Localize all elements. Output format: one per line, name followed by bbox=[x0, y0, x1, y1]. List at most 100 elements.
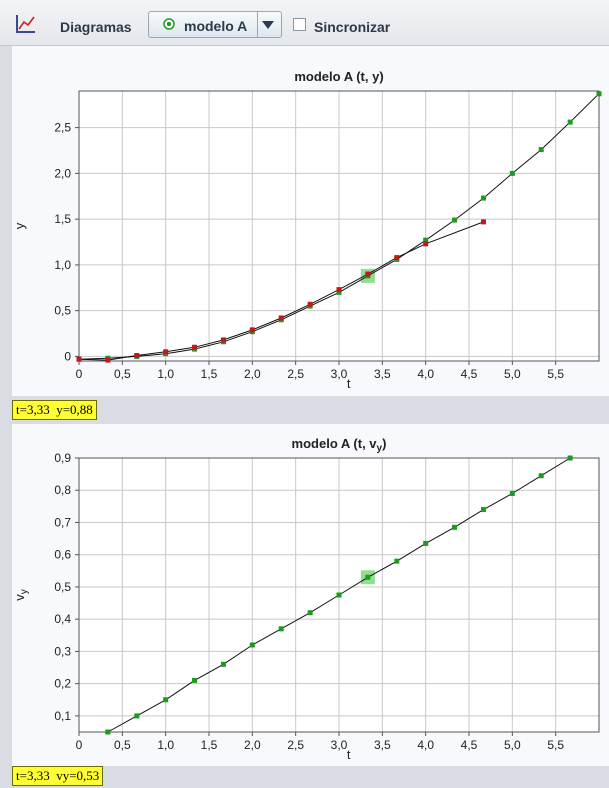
data-point bbox=[192, 344, 198, 350]
model-point bbox=[220, 661, 226, 667]
chart-title-suffix: ) bbox=[382, 436, 386, 451]
data-series-line bbox=[78, 221, 484, 361]
sync-checkbox[interactable] bbox=[293, 18, 306, 31]
chart-title: modelo A (t, y) bbox=[294, 69, 383, 84]
model-point bbox=[336, 592, 342, 598]
x-tick-label: 3,0 bbox=[331, 367, 348, 381]
data-point bbox=[220, 337, 226, 343]
data-point bbox=[336, 287, 342, 293]
x-tick-label: 5,0 bbox=[504, 738, 521, 752]
y-tick-label: 0,1 bbox=[54, 709, 71, 723]
y-tick-label: 2,0 bbox=[54, 166, 71, 180]
chart-title-main: modelo A (t, y) bbox=[294, 69, 383, 84]
x-tick-label: 1,5 bbox=[201, 367, 218, 381]
model-point bbox=[105, 729, 111, 735]
y-tick-label: 1,0 bbox=[54, 258, 71, 272]
x-tick-label: 4,0 bbox=[417, 738, 434, 752]
x-tick-label: 2,0 bbox=[244, 738, 261, 752]
x-axis-label: t bbox=[347, 747, 351, 762]
x-tick-label: 3,5 bbox=[374, 367, 391, 381]
data-point bbox=[307, 301, 313, 307]
chart-title-subscript: y bbox=[377, 443, 383, 454]
data-point bbox=[163, 349, 169, 355]
y-axis-label-main: y bbox=[12, 222, 27, 229]
y-axis-label: y bbox=[12, 222, 27, 229]
x-tick-label: 1,0 bbox=[157, 738, 174, 752]
x-tick-label: 5,5 bbox=[547, 738, 564, 752]
model-point bbox=[509, 170, 515, 176]
chart-panel-y: 0 0,5 1,0 1,5 2,0 2,5 3,0 3,5 4,0 4,5 5,0 5,5 0 0,5 1,… bbox=[12, 46, 609, 426]
x-tick-label: 2,0 bbox=[244, 367, 261, 381]
y-tick-label: 0,9 bbox=[54, 451, 71, 465]
y-tick-label: 1,5 bbox=[54, 212, 71, 226]
chart-axes-icon[interactable] bbox=[14, 13, 36, 35]
y-tick-label: 0,7 bbox=[54, 515, 71, 529]
model-point bbox=[192, 677, 198, 683]
x-tick-label: 3,0 bbox=[331, 738, 348, 752]
chart-readout-vy: t=3,33 vy=0,53 bbox=[12, 766, 104, 786]
model-point bbox=[538, 147, 544, 153]
model-point bbox=[509, 490, 515, 496]
x-tick-label: 4,0 bbox=[417, 367, 434, 381]
y-tick-label: 0,2 bbox=[54, 677, 71, 691]
y-axis-label-subscript: y bbox=[19, 589, 30, 594]
chevron-down-icon[interactable] bbox=[262, 21, 274, 29]
combo-divider bbox=[257, 12, 258, 37]
diagram-toolbar: Diagramas modelo A Sincronizar bbox=[0, 0, 609, 46]
model-point bbox=[249, 642, 255, 648]
x-tick-label: 1,0 bbox=[157, 367, 174, 381]
y-tick-label: 0,5 bbox=[54, 580, 71, 594]
x-tick-label: 4,5 bbox=[461, 738, 478, 752]
model-point bbox=[423, 237, 429, 243]
model-point bbox=[596, 91, 602, 97]
y-tick-label: 2,5 bbox=[54, 121, 71, 135]
data-point bbox=[105, 357, 111, 363]
plot-frame bbox=[78, 90, 600, 362]
chart-title-main: modelo A (t, v bbox=[292, 436, 378, 451]
model-point bbox=[480, 507, 486, 513]
model-point bbox=[567, 455, 573, 461]
model-dot-icon bbox=[163, 18, 175, 30]
model-point bbox=[538, 473, 544, 479]
y-tick-label: 0,8 bbox=[54, 483, 71, 497]
x-tick-label: 5,0 bbox=[504, 367, 521, 381]
plot-frame bbox=[78, 457, 600, 733]
model-point bbox=[567, 119, 573, 125]
y-tick-label: 0,4 bbox=[54, 612, 71, 626]
y-tick-label: 0,3 bbox=[54, 644, 71, 658]
chart-readout-y: t=3,33 y=0,88 bbox=[12, 400, 97, 420]
sync-label[interactable]: Sincronizar bbox=[314, 19, 391, 35]
y-axis-label-main: v bbox=[12, 594, 27, 601]
data-point bbox=[134, 353, 140, 359]
x-tick-label: 1,5 bbox=[201, 738, 218, 752]
chart-title: modelo A (t, vy) bbox=[292, 436, 387, 454]
x-tick-label: 2,5 bbox=[287, 367, 304, 381]
model-point bbox=[278, 626, 284, 632]
y-axis-label: vy bbox=[12, 589, 30, 601]
y-tick-label: 0,5 bbox=[54, 304, 71, 318]
data-point bbox=[394, 255, 400, 261]
x-tick-label: 3,5 bbox=[374, 738, 391, 752]
data-point bbox=[423, 241, 429, 247]
model-point bbox=[163, 697, 169, 703]
chart-y-vs-t[interactable]: 0 0,5 1,0 1,5 2,0 2,5 3,0 3,5 4,0 4,5 5,0 5,5 0 0,5 1,… bbox=[12, 46, 609, 396]
model-point bbox=[394, 558, 400, 564]
data-point bbox=[249, 327, 255, 333]
x-axis-label: t bbox=[347, 376, 351, 391]
x-tick-label: 0 bbox=[76, 367, 83, 381]
model-point bbox=[134, 713, 140, 719]
model-point bbox=[365, 574, 371, 580]
chart-vy-vs-t[interactable]: 0 0,5 1,0 1,5 2,0 2,5 3,0 3,5 4,0 4,5 5,0 5,5 0,1 0,2… bbox=[12, 424, 609, 766]
model-select[interactable]: modelo A bbox=[148, 11, 282, 38]
x-tick-label: 4,5 bbox=[461, 367, 478, 381]
x-tick-label: 0,5 bbox=[114, 738, 131, 752]
y-tick-label: 0,6 bbox=[54, 548, 71, 562]
model-select-value: modelo A bbox=[184, 18, 248, 34]
y-tick-label: 0 bbox=[64, 349, 71, 363]
data-point bbox=[76, 356, 82, 362]
data-point bbox=[278, 315, 284, 321]
x-tick-label: 2,5 bbox=[287, 738, 304, 752]
x-tick-label: 0 bbox=[76, 738, 83, 752]
model-point bbox=[423, 540, 429, 546]
x-tick-label: 0,5 bbox=[114, 367, 131, 381]
